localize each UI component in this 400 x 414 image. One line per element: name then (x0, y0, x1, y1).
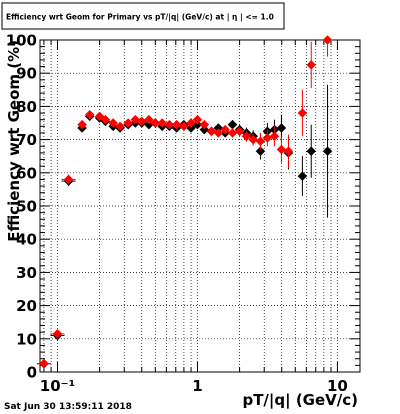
x-tick-label: 10⁻¹ (40, 377, 75, 395)
data-point (150, 118, 161, 128)
timestamp: Sat Jun 30 13:59:11 2018 (4, 402, 132, 412)
y-tick-label: 90 (16, 65, 37, 83)
data-point (144, 114, 154, 125)
title-box-frame (1, 2, 285, 30)
data-point (63, 174, 74, 185)
data-point (157, 118, 168, 128)
chart-title: Efficiency wrt Geom for Primary vs pT/|q… (6, 13, 274, 23)
data-point (206, 126, 217, 137)
data-point (227, 119, 238, 130)
data-point (39, 358, 49, 369)
y-tick-label: 100 (6, 32, 37, 50)
data-point (255, 136, 266, 147)
data-point (199, 124, 210, 135)
data-point (213, 128, 224, 138)
y-tick-label: 60 (16, 164, 37, 182)
data-point (100, 114, 111, 125)
data-point (306, 60, 317, 70)
data-point (248, 134, 259, 145)
data-point (276, 123, 287, 133)
data-point (123, 118, 134, 128)
data-point (297, 108, 308, 118)
data-point (297, 171, 308, 181)
data-point (108, 118, 119, 128)
y-tick-label: 10 (16, 330, 37, 348)
data-point (171, 119, 182, 130)
data-point (322, 146, 333, 157)
data-point (77, 119, 87, 130)
series-1 (36, 35, 333, 369)
grid (40, 40, 360, 372)
data-point (269, 131, 280, 142)
data-point (192, 114, 203, 125)
data-point (199, 119, 210, 130)
y-tick-label: 80 (16, 98, 37, 116)
data-point (255, 146, 266, 157)
tick-labels: 0 10 20 30 40 50 60 70 80 90 100 10⁻¹ 1 10 (6, 32, 348, 396)
axis-ticks (40, 39, 360, 373)
data-point (220, 124, 231, 135)
y-tick-label: 40 (16, 231, 37, 249)
y-tick-label: 20 (16, 297, 37, 315)
data-point (234, 126, 245, 137)
data-point (179, 121, 189, 132)
data-point (283, 146, 294, 157)
data-point (52, 328, 63, 339)
data-point (322, 35, 333, 45)
title-box: Efficiency wrt Geom for Primary vs pT/|q… (1, 2, 285, 30)
x-tick-label: 10 (327, 377, 348, 395)
data-point (84, 109, 95, 120)
data-point (276, 144, 287, 155)
y-tick-label: 30 (16, 264, 37, 282)
data-point (306, 146, 317, 157)
y-tick-label: 50 (16, 198, 37, 216)
y-tick-label: 0 (27, 364, 37, 382)
data-point (241, 131, 252, 142)
y-tick-label: 70 (16, 131, 37, 149)
x-tick-label: 1 (192, 377, 202, 395)
data-point (186, 118, 196, 128)
y-axis-label: Efficiency wrt Geom (%) (5, 40, 23, 242)
data-point (164, 119, 175, 130)
x-axis-label: pT/|q| (GeV/c) (242, 391, 358, 410)
series-layer (36, 35, 333, 369)
data-point (115, 121, 125, 132)
